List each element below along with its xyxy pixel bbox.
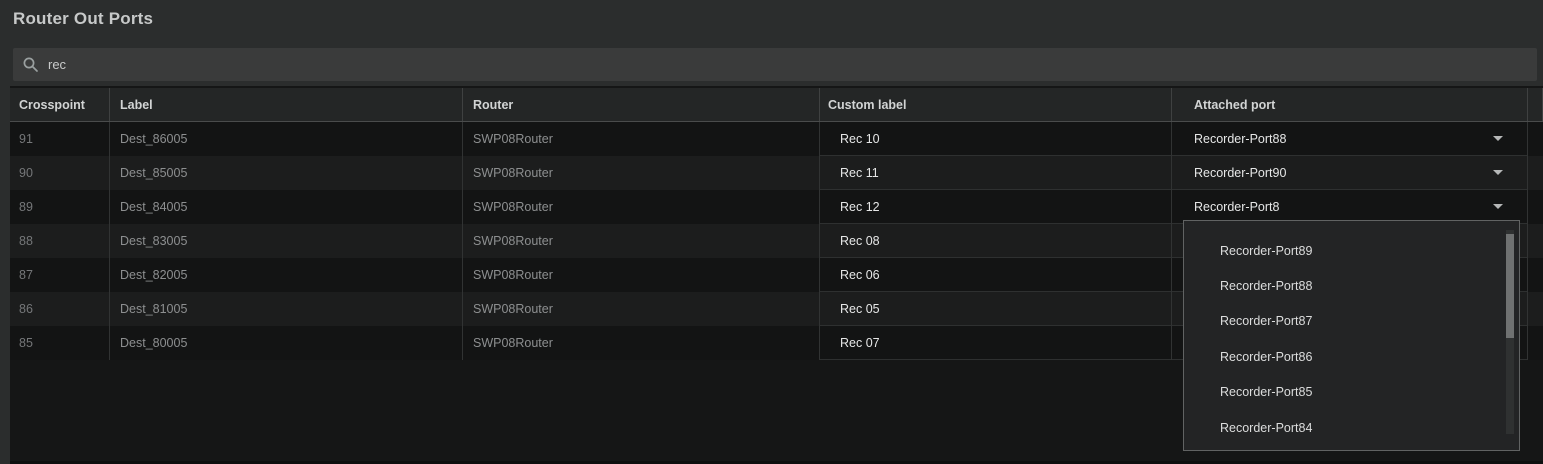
cell-crosspoint: 85 [10,326,110,360]
cell-extra [1528,156,1543,190]
cell-custom-label[interactable]: Rec 11 [820,156,1172,190]
column-header-extra [1528,88,1543,121]
cell-router: SWP08Router [463,190,820,224]
attached-port-value: Recorder-Port8 [1194,200,1280,214]
bottom-edge [10,461,1543,464]
cell-extra [1528,122,1543,156]
cell-crosspoint: 88 [10,224,110,258]
cell-custom-label[interactable]: Rec 08 [820,224,1172,258]
table-row: 90 Dest_85005 SWP08Router Rec 11 Recorder-Po… [10,156,1543,190]
cell-attached-port-select[interactable] [1172,258,1528,292]
cell-label: Dest_82005 [110,258,463,292]
table-row: 91 Dest_86005 SWP08Router Rec 10 Recorder-Po… [10,122,1543,156]
dropdown-option[interactable]: Recorder-Port88 [1220,279,1313,294]
column-header-label: Label [110,88,463,121]
cell-label: Dest_80005 [110,326,463,360]
chevron-down-icon[interactable] [1493,170,1503,175]
cell-attached-port-select[interactable] [1172,326,1528,360]
attached-port-value: Recorder-Port88 [1194,132,1287,146]
cell-extra [1528,190,1543,224]
dropdown-option[interactable]: Recorder-Port87 [1220,314,1313,329]
cell-extra [1528,258,1543,292]
dropdown-option[interactable]: Recorder-Port86 [1220,349,1313,364]
cell-label: Dest_85005 [110,156,463,190]
cell-custom-label[interactable]: Rec 10 [820,122,1172,156]
dropdown-option[interactable]: Recorder-Port85 [1220,385,1313,400]
cell-attached-port-select[interactable]: Recorder-Port88 [1172,122,1528,156]
cell-extra [1528,326,1543,360]
cell-label: Dest_86005 [110,122,463,156]
cell-attached-port-select[interactable]: Recorder-Port90 [1172,156,1528,190]
column-header-router: Router [463,88,820,121]
cell-custom-label[interactable]: Rec 06 [820,258,1172,292]
table-row: 89 Dest_84005 SWP08Router Rec 12 Recorder-Po… [10,190,1543,224]
column-header-attached-port: Attached port [1172,88,1528,121]
cell-router: SWP08Router [463,326,820,360]
cell-router: SWP08Router [463,156,820,190]
dropdown-scrollbar-track[interactable] [1506,230,1514,434]
dropdown-option[interactable]: Recorder-Port84 [1220,420,1313,435]
column-header-custom-label: Custom label [820,88,1172,121]
attached-port-value: Recorder-Port90 [1194,166,1287,180]
table-header-row: Crosspoint Label Router Custom label Att… [10,88,1543,122]
cell-label: Dest_84005 [110,190,463,224]
chevron-down-icon[interactable] [1493,136,1503,141]
cell-router: SWP08Router [463,258,820,292]
chevron-down-icon[interactable] [1493,204,1503,209]
cell-attached-port-select[interactable] [1172,224,1528,258]
search-input[interactable] [48,48,1508,81]
cell-label: Dest_83005 [110,224,463,258]
cell-extra [1528,292,1543,326]
search-bar[interactable] [13,48,1537,81]
cell-crosspoint: 90 [10,156,110,190]
cell-crosspoint: 91 [10,122,110,156]
cell-crosspoint: 87 [10,258,110,292]
attached-port-dropdown: Recorder-Port89 Recorder-Port88 Recorder-P… [1183,220,1520,451]
cell-crosspoint: 86 [10,292,110,326]
cell-crosspoint: 89 [10,190,110,224]
cell-label: Dest_81005 [110,292,463,326]
cell-router: SWP08Router [463,292,820,326]
dropdown-option[interactable]: Recorder-Port89 [1220,243,1313,258]
column-header-crosspoint: Crosspoint [10,88,110,121]
page-title: Router Out Ports [13,9,154,28]
cell-router: SWP08Router [463,224,820,258]
cell-router: SWP08Router [463,122,820,156]
cell-attached-port-select[interactable] [1172,292,1528,326]
cell-extra [1528,224,1543,258]
cell-attached-port-select[interactable]: Recorder-Port8 [1172,190,1528,224]
search-icon [22,56,39,73]
cell-custom-label[interactable]: Rec 07 [820,326,1172,360]
cell-custom-label[interactable]: Rec 05 [820,292,1172,326]
cell-custom-label[interactable]: Rec 12 [820,190,1172,224]
dropdown-scrollbar-thumb[interactable] [1506,234,1514,338]
